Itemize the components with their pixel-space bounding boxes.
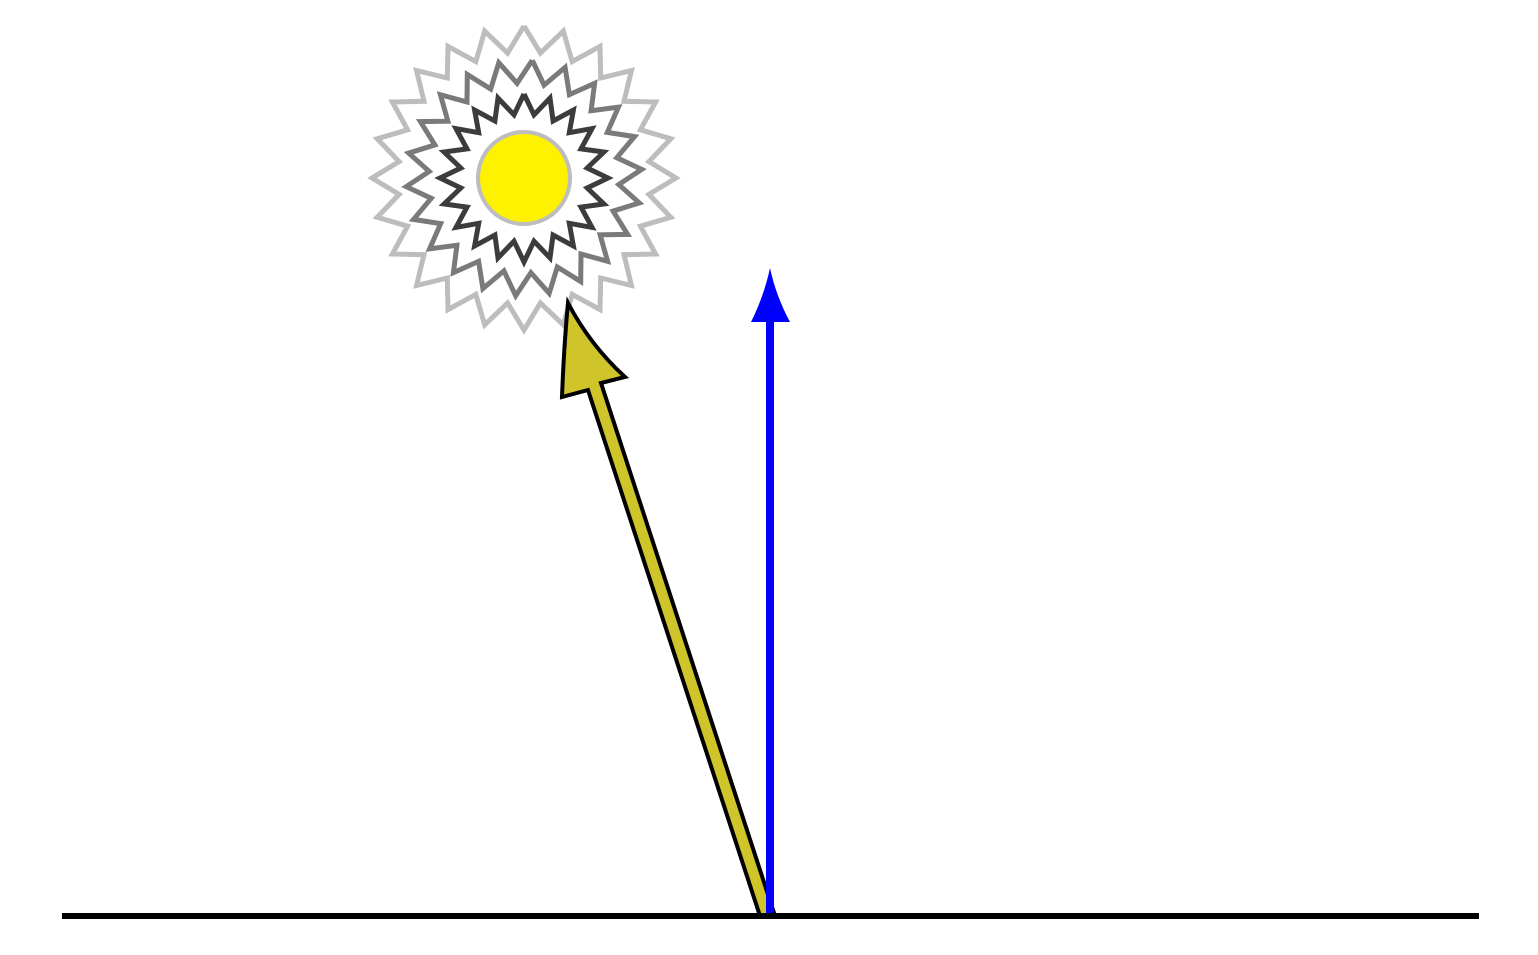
normal-arrow-head <box>751 268 790 322</box>
sun-disk <box>476 130 572 226</box>
sun-direction-arrow <box>559 296 778 918</box>
sun-ray-ring-inner <box>434 92 614 268</box>
sun-icon <box>367 24 681 335</box>
sun-ray-ring-middle <box>401 57 647 301</box>
sun-ray-ring-outer <box>367 24 681 335</box>
surface-normal-arrow <box>751 268 790 916</box>
